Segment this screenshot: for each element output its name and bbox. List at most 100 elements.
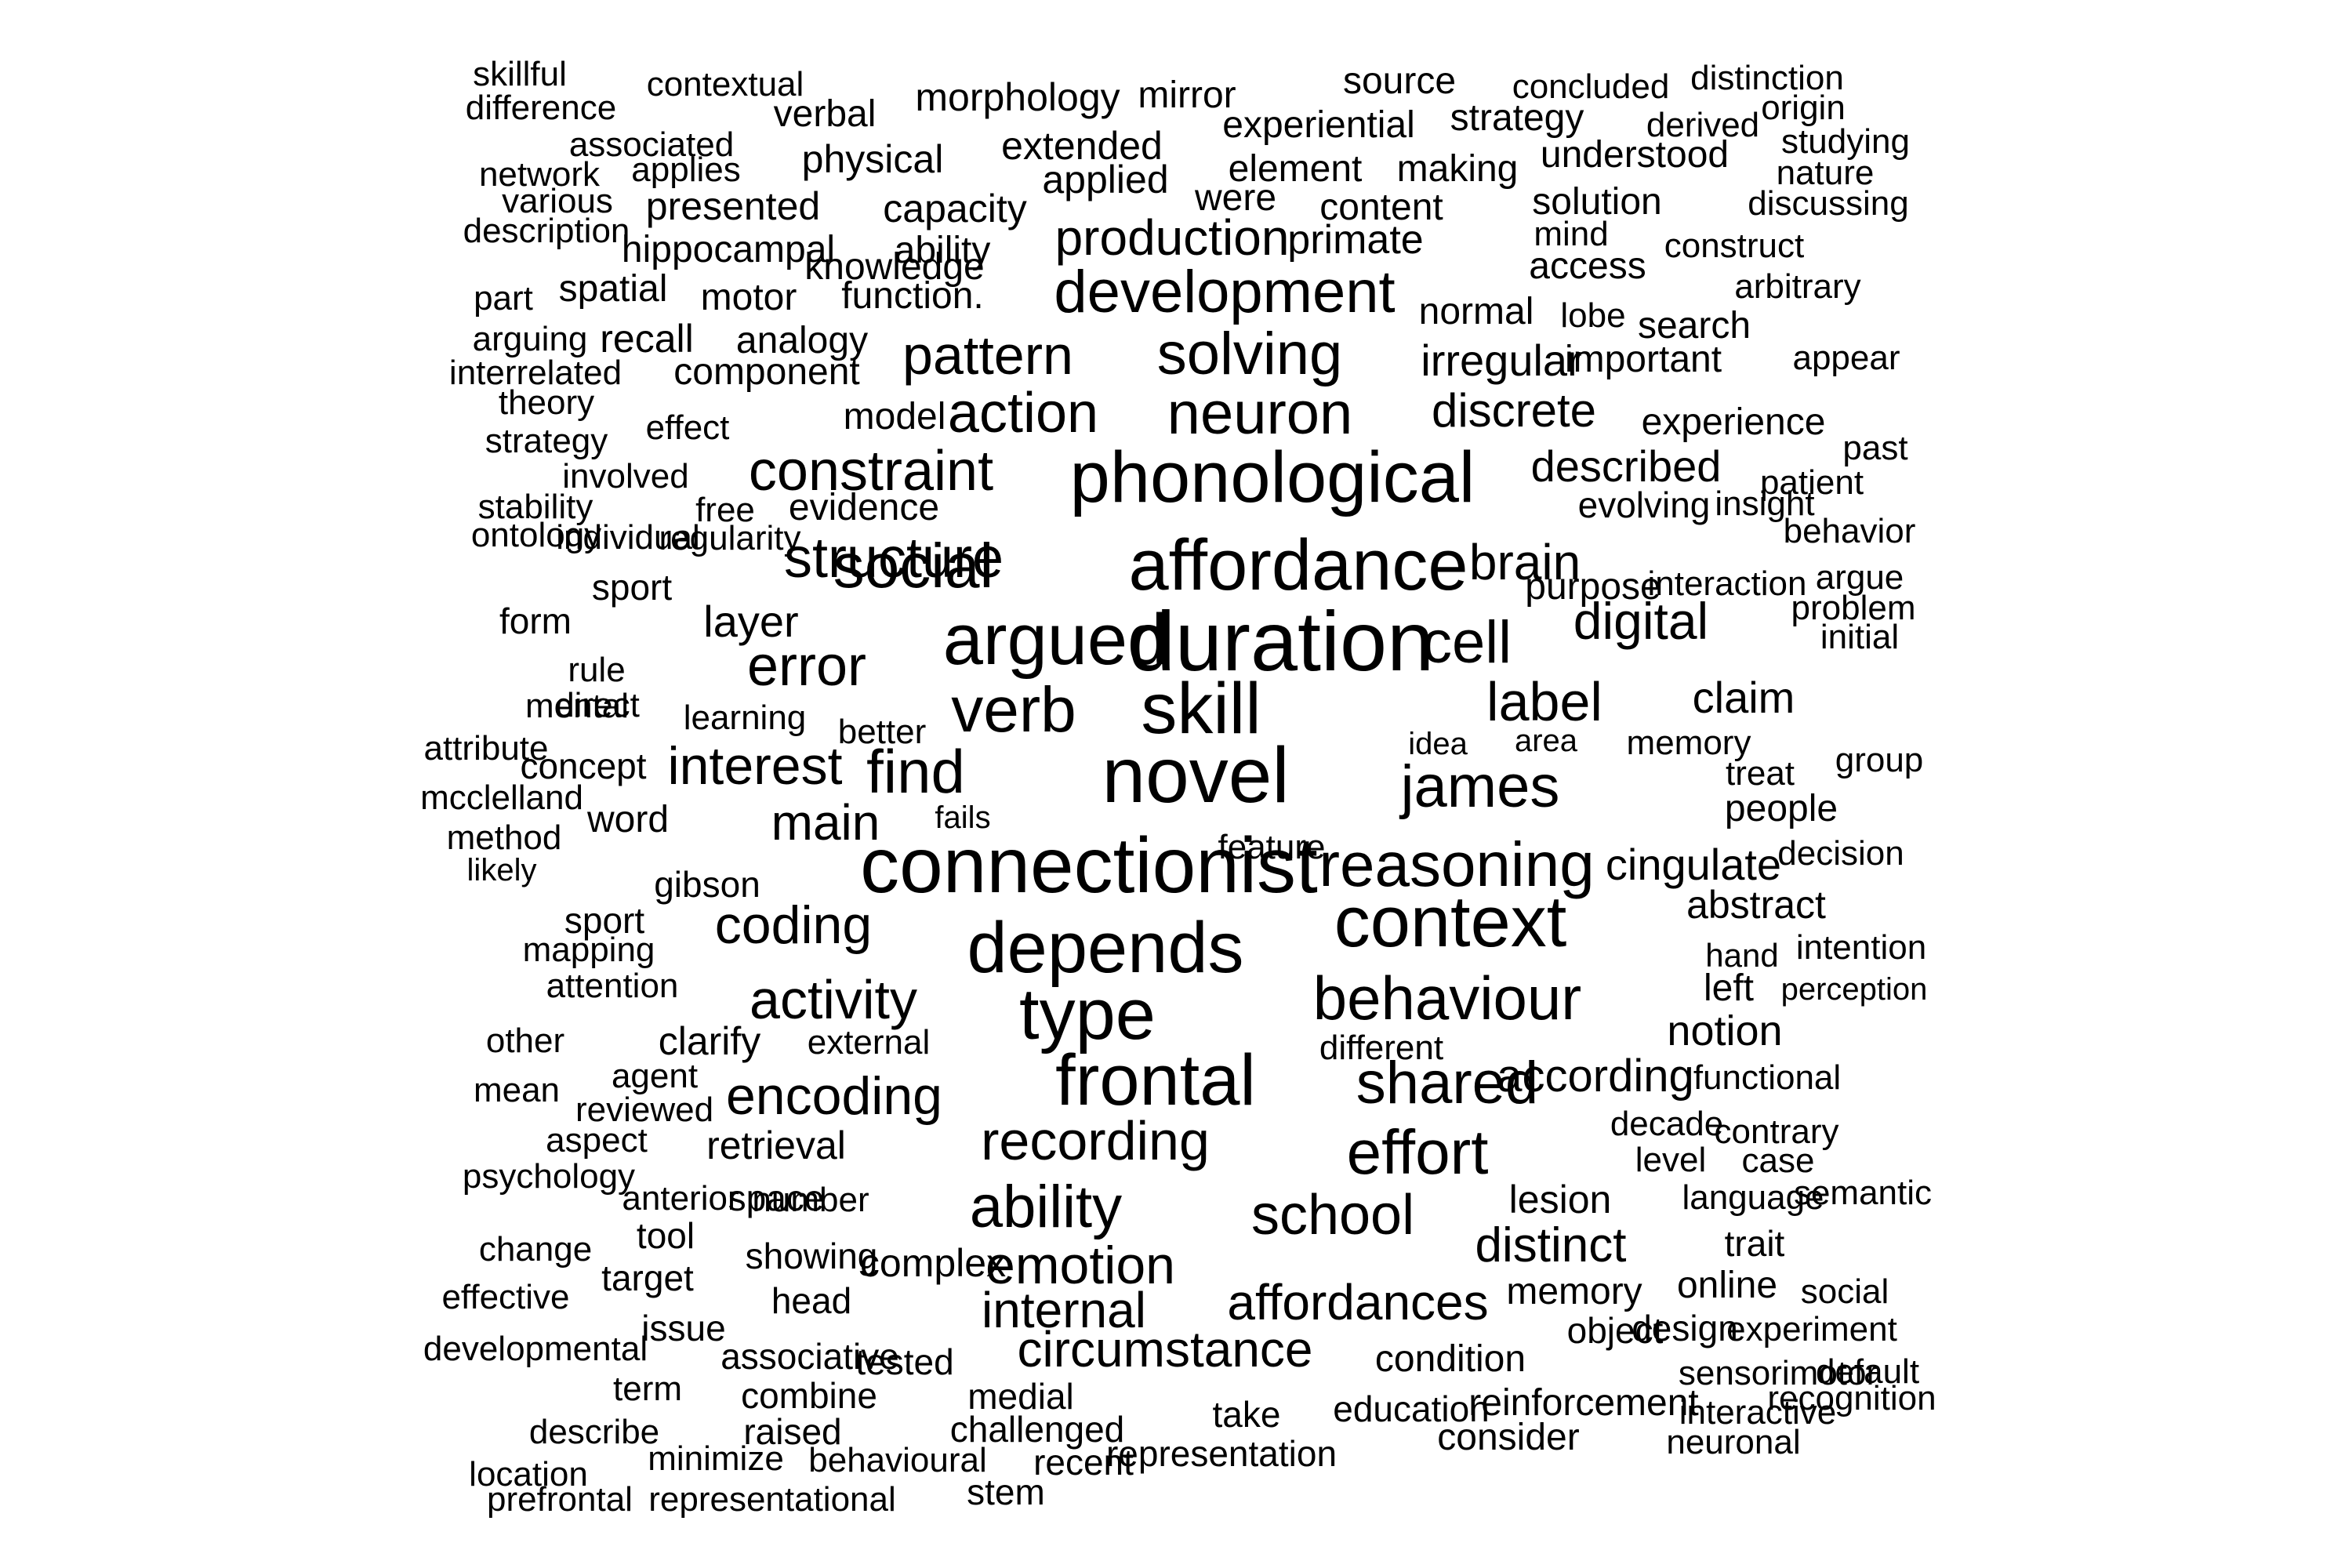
word-cloud-word: different — [1319, 1029, 1444, 1067]
word-cloud-word: analogy — [735, 320, 869, 361]
word-cloud-word: phonological — [1069, 437, 1475, 517]
word-cloud-word: skillful — [473, 55, 567, 93]
word-cloud-word: model — [843, 396, 946, 437]
word-cloud-word: tool — [636, 1215, 695, 1256]
word-cloud-word: ability — [969, 1174, 1123, 1240]
word-cloud-word: associated — [568, 125, 735, 164]
word-cloud-word: learning — [683, 699, 807, 737]
word-cloud-word: tested — [855, 1341, 954, 1382]
word-cloud-word: strategy — [1450, 97, 1584, 139]
word-cloud-word: construct — [1664, 227, 1805, 265]
word-cloud-word: better — [837, 713, 927, 751]
word-cloud-word: difference — [465, 89, 617, 127]
word-cloud-word: attention — [546, 967, 679, 1005]
word-cloud-word: find — [866, 737, 965, 806]
word-cloud-word: coding — [714, 895, 873, 955]
word-cloud-word: mental — [524, 687, 630, 725]
word-cloud-word: level — [1635, 1141, 1707, 1179]
word-cloud-word: social — [1800, 1272, 1889, 1311]
word-cloud-word: theory — [498, 383, 595, 422]
word-cloud-word: solution — [1532, 181, 1662, 223]
word-cloud-word: type — [1019, 975, 1156, 1054]
word-cloud-word: discrete — [1431, 384, 1597, 437]
word-cloud-word: verbal — [773, 93, 877, 135]
word-cloud-word: intention — [1795, 928, 1927, 967]
word-cloud-word: various — [502, 182, 613, 220]
word-cloud-word: stability — [477, 488, 593, 526]
word-cloud-word: reviewed — [575, 1091, 714, 1129]
word-cloud-word: nature — [1776, 154, 1875, 192]
word-cloud-word: likely — [466, 853, 537, 887]
word-cloud-word: effective — [441, 1278, 570, 1316]
word-cloud-word: content — [1319, 187, 1443, 228]
word-cloud-word: behavioural — [808, 1441, 987, 1479]
word-cloud-word: james — [1400, 753, 1560, 820]
word-cloud-word: discussing — [1748, 184, 1909, 223]
word-cloud-word: concept — [520, 746, 647, 786]
word-cloud-word: education — [1333, 1388, 1490, 1429]
word-cloud-word: experience — [1641, 401, 1826, 443]
word-cloud-word: school — [1250, 1184, 1415, 1247]
word-cloud-word: language — [1682, 1178, 1824, 1217]
word-cloud-word: shared — [1356, 1050, 1539, 1116]
word-cloud-word: applies — [631, 151, 741, 189]
word-cloud-word: representational — [648, 1480, 896, 1519]
word-cloud-word: circumstance — [1017, 1321, 1313, 1377]
word-cloud-word: error — [746, 635, 867, 698]
word-cloud-word: notion — [1667, 1007, 1783, 1054]
word-cloud-word: left — [1703, 967, 1755, 1009]
word-cloud-word: argued — [942, 600, 1168, 680]
word-cloud-word: frontal — [1055, 1040, 1256, 1120]
word-cloud-word: fails — [935, 800, 991, 835]
word-cloud-word: connectionist — [860, 822, 1318, 909]
word-cloud-word: psychology — [462, 1157, 636, 1196]
word-cloud-word: gibson — [654, 864, 760, 905]
word-cloud-word: location — [469, 1455, 588, 1494]
word-cloud-word: source — [1342, 60, 1457, 102]
word-cloud-word: memory — [1506, 1271, 1642, 1312]
word-cloud-word: contrary — [1714, 1112, 1839, 1151]
word-cloud-word: change — [478, 1230, 593, 1269]
word-cloud-word: abstract — [1686, 883, 1826, 927]
word-cloud-word: minimize — [648, 1439, 784, 1478]
word-cloud-word: contextual — [646, 65, 804, 103]
word-cloud-word: complex — [859, 1241, 1007, 1285]
word-cloud-word: external — [807, 1023, 931, 1062]
word-cloud-word: patient — [1759, 463, 1864, 502]
word-cloud-word: encoding — [725, 1066, 943, 1126]
word-cloud-word: claim — [1692, 673, 1795, 722]
word-cloud-word: argue — [1815, 558, 1904, 597]
word-cloud-word: rule — [568, 651, 626, 689]
word-cloud-word: interest — [667, 736, 843, 796]
word-cloud-word: experiment — [1726, 1310, 1897, 1348]
word-cloud-word: cingulate — [1605, 840, 1782, 889]
word-cloud-word: mapping — [522, 931, 655, 969]
word-cloud-word: involved — [562, 457, 689, 495]
word-cloud-word: constraint — [748, 440, 994, 503]
word-cloud-word: were — [1194, 177, 1277, 219]
word-cloud-word: past — [1842, 429, 1908, 467]
word-cloud-word: according — [1497, 1051, 1694, 1102]
word-cloud-word: attribute — [423, 729, 549, 768]
word-cloud-word: individual — [556, 518, 700, 557]
word-cloud-word: stem — [967, 1472, 1045, 1512]
word-cloud-word: extended — [1001, 124, 1163, 168]
word-cloud-word: origin — [1761, 89, 1846, 127]
word-cloud-word: arbitrary — [1734, 267, 1861, 306]
word-cloud-word: evidence — [788, 487, 940, 528]
word-cloud-word: appear — [1792, 339, 1900, 377]
word-cloud-word: describe — [528, 1413, 660, 1451]
word-cloud-word: lesion — [1508, 1178, 1612, 1221]
word-cloud-word: other — [485, 1022, 565, 1060]
word-cloud-word: depends — [967, 908, 1244, 988]
word-cloud-word: agent — [611, 1057, 699, 1095]
word-cloud-word: term — [613, 1370, 682, 1408]
word-cloud-word: issue — [641, 1308, 726, 1348]
word-cloud-word: number — [752, 1181, 869, 1219]
word-cloud-word: behavior — [1783, 512, 1916, 550]
word-cloud-word: ability — [894, 230, 991, 271]
word-cloud-word: recording — [981, 1110, 1210, 1171]
word-cloud-word: people — [1724, 788, 1838, 829]
word-cloud-word: studying — [1781, 122, 1910, 161]
